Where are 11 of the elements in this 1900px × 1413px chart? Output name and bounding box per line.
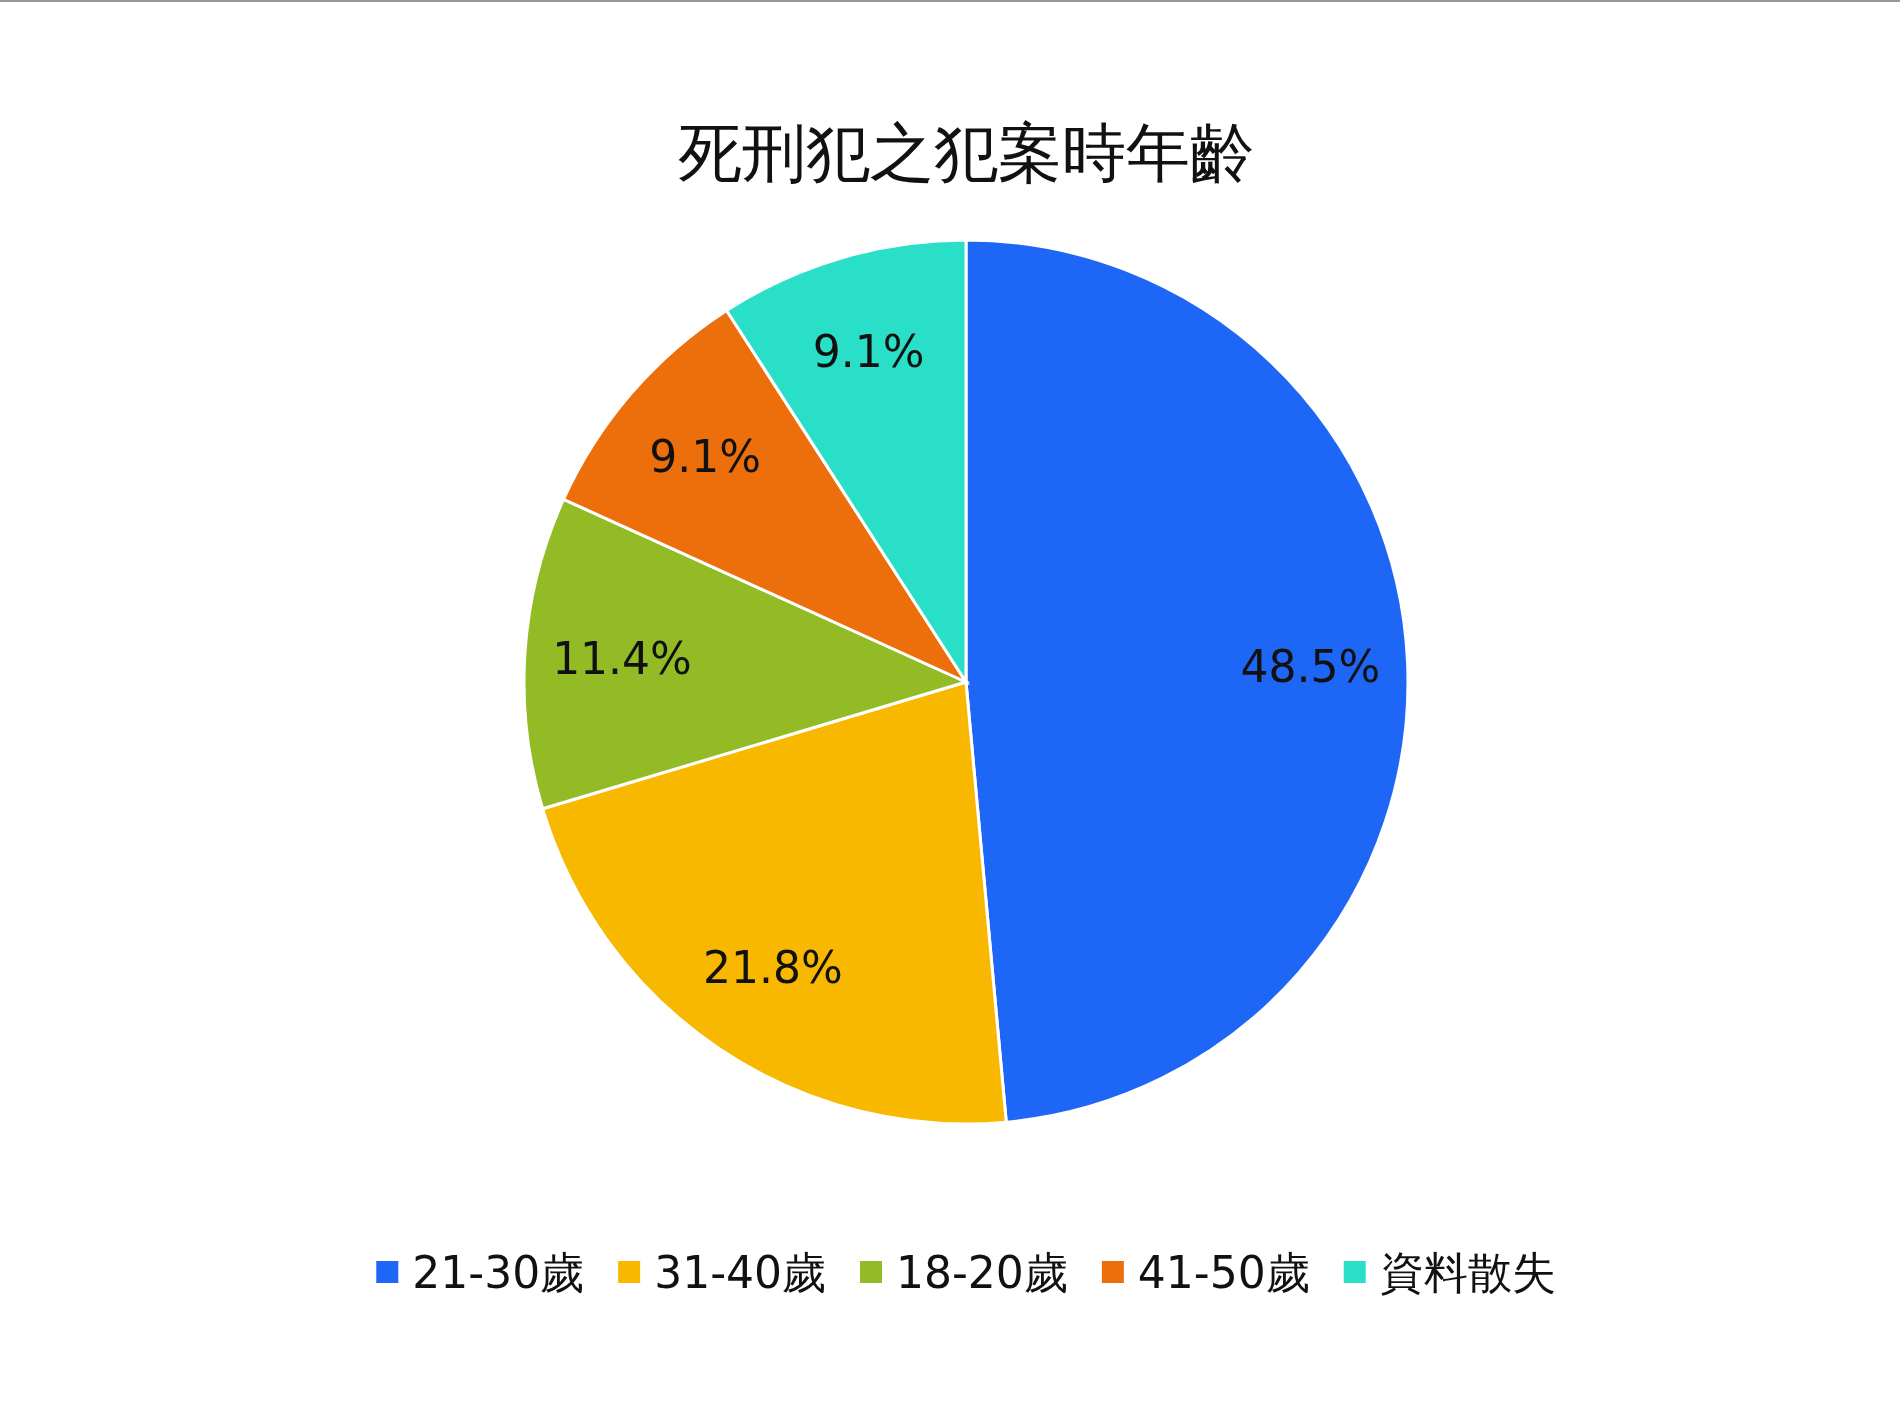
data-label: 11.4% bbox=[552, 633, 692, 685]
legend-label: 31-40歲 bbox=[654, 1246, 826, 1298]
data-label: 21.8% bbox=[703, 942, 843, 994]
legend-label: 18-20歲 bbox=[896, 1246, 1068, 1298]
legend-label: 21-30歲 bbox=[412, 1246, 585, 1298]
data-label: 9.1% bbox=[812, 325, 925, 377]
legend-label: 資料散失 bbox=[1379, 1246, 1556, 1298]
chart-title: 死刑犯之犯案時年齡 bbox=[678, 116, 1254, 190]
data-label: 48.5% bbox=[1240, 640, 1381, 692]
legend-label: 41-50歲 bbox=[1137, 1246, 1310, 1298]
data-label: 9.1% bbox=[649, 431, 761, 483]
